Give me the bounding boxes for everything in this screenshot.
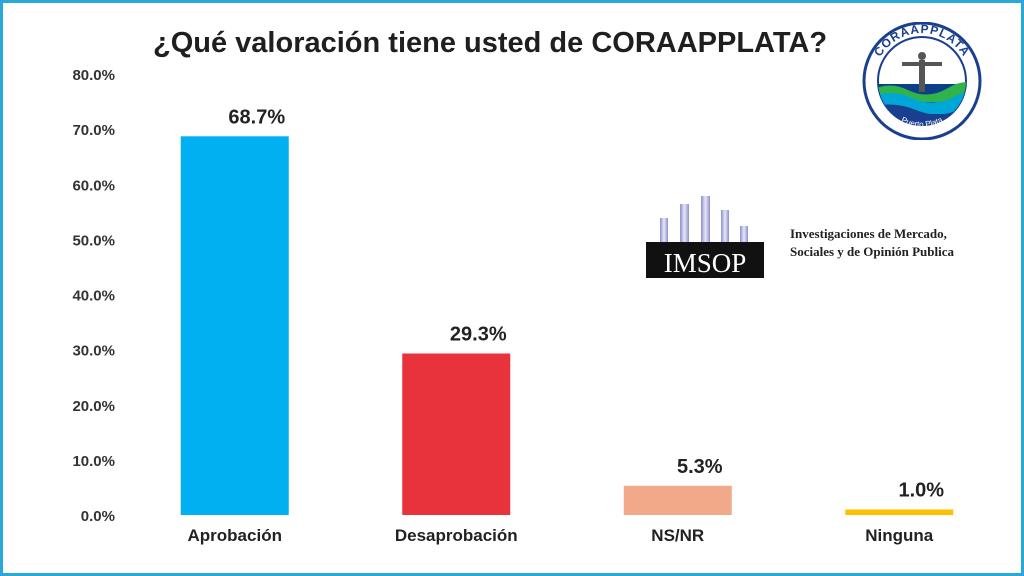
bar <box>623 485 732 515</box>
imsop-logo: IMSOP <box>646 196 764 278</box>
imsop-logo-text: IMSOP <box>664 248 747 278</box>
svg-text:Puerto Plata: Puerto Plata <box>900 115 945 129</box>
x-tick-label: Ninguna <box>865 526 934 545</box>
imsop-tagline: Investigaciones de Mercado, Sociales y d… <box>790 225 954 261</box>
x-tick-label: NS/NR <box>651 526 704 545</box>
y-tick-label: 50.0% <box>72 232 115 249</box>
y-tick-label: 40.0% <box>72 288 115 305</box>
data-label: 68.7% <box>228 106 285 128</box>
y-tick-label: 20.0% <box>72 398 115 415</box>
data-label: 1.0% <box>898 479 944 501</box>
chart-title: ¿Qué valoración tiene usted de CORAAPPLA… <box>153 27 828 59</box>
data-label: 29.3% <box>450 323 507 345</box>
y-tick-label: 30.0% <box>72 343 115 360</box>
coraapplata-logo: CORAAPPLATA Puerto Plata <box>862 22 982 140</box>
y-tick-label: 70.0% <box>72 122 115 139</box>
y-tick-label: 10.0% <box>72 453 115 470</box>
y-tick-label: 80.0% <box>72 67 115 84</box>
bar <box>402 353 511 515</box>
bar <box>845 509 954 515</box>
data-label: 5.3% <box>677 456 723 478</box>
x-tick-label: Aprobación <box>188 526 282 545</box>
imsop-tagline-line1: Investigaciones de Mercado, <box>790 226 947 241</box>
coraapplata-logo-subtitle: Puerto Plata <box>900 115 945 129</box>
imsop-tagline-line2: Sociales y de Opinión Publica <box>790 244 954 259</box>
bar <box>180 136 289 515</box>
y-tick-label: 0.0% <box>81 508 115 525</box>
y-tick-label: 60.0% <box>72 177 115 194</box>
x-tick-label: Desaprobación <box>395 526 518 545</box>
